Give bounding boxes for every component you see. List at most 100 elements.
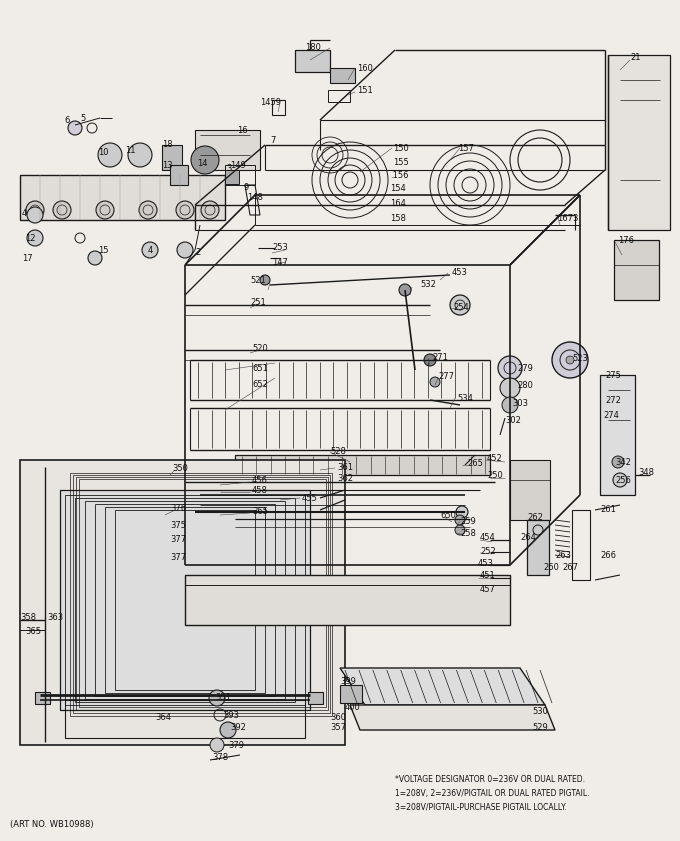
Text: 13: 13: [162, 161, 173, 170]
Text: 3: 3: [226, 163, 231, 172]
Bar: [340, 685, 362, 703]
Text: 148: 148: [247, 193, 263, 202]
Text: 392: 392: [230, 723, 246, 733]
Bar: [510, 460, 550, 520]
Circle shape: [68, 121, 82, 135]
Text: 528: 528: [330, 447, 346, 456]
Text: (ART NO. WB10988): (ART NO. WB10988): [10, 820, 94, 829]
Text: 157: 157: [458, 144, 474, 152]
Text: 277: 277: [438, 372, 454, 380]
Circle shape: [456, 506, 468, 518]
Text: 364: 364: [155, 712, 171, 722]
Bar: [78, 479, 326, 706]
Circle shape: [27, 230, 43, 246]
Text: 393: 393: [223, 711, 239, 720]
Bar: [115, 510, 255, 690]
Text: 264: 264: [520, 533, 536, 542]
Circle shape: [201, 201, 219, 219]
Bar: [308, 692, 323, 704]
Circle shape: [191, 146, 219, 174]
Text: 260: 260: [543, 563, 559, 573]
Bar: [105, 507, 265, 693]
Circle shape: [502, 397, 518, 413]
Circle shape: [552, 342, 588, 378]
Text: 261: 261: [600, 505, 616, 515]
Text: 180: 180: [305, 43, 321, 51]
Bar: [185, 575, 510, 625]
Text: 534: 534: [457, 394, 473, 403]
Text: 15: 15: [98, 246, 109, 255]
Text: 377: 377: [170, 536, 186, 544]
Bar: [195, 130, 260, 170]
Circle shape: [142, 242, 158, 258]
Text: 265: 265: [467, 458, 483, 468]
Text: 151: 151: [357, 86, 373, 94]
Text: 350: 350: [172, 463, 188, 473]
Circle shape: [176, 201, 194, 219]
Text: 2: 2: [195, 247, 200, 257]
Text: 360: 360: [330, 713, 346, 722]
Text: 351: 351: [215, 692, 231, 701]
Text: 1459: 1459: [260, 98, 281, 107]
Text: 358: 358: [20, 613, 36, 622]
Text: 275: 275: [605, 371, 621, 379]
Text: 266: 266: [600, 551, 616, 559]
Text: 453: 453: [452, 267, 468, 277]
Text: 4: 4: [148, 246, 153, 255]
Text: 256: 256: [615, 475, 631, 484]
Text: 400: 400: [345, 702, 361, 711]
Text: 158: 158: [390, 214, 406, 223]
Polygon shape: [350, 705, 555, 730]
Circle shape: [613, 473, 627, 487]
Circle shape: [450, 295, 470, 315]
Bar: [95, 504, 275, 696]
Text: 176: 176: [618, 235, 634, 245]
Bar: [328, 90, 350, 102]
Text: 377: 377: [170, 553, 186, 563]
Polygon shape: [20, 175, 225, 220]
Text: 302: 302: [505, 415, 521, 425]
Bar: [69, 473, 332, 716]
Text: 458: 458: [252, 485, 268, 495]
Text: 650: 650: [440, 510, 456, 520]
Text: 362: 362: [337, 473, 353, 483]
Text: 160: 160: [357, 64, 373, 72]
Text: 651: 651: [252, 363, 268, 373]
Bar: [572, 510, 590, 580]
Text: 17: 17: [22, 253, 33, 262]
Text: 12: 12: [25, 234, 35, 242]
Bar: [65, 700, 305, 738]
Bar: [330, 68, 355, 83]
Text: 164: 164: [390, 198, 406, 208]
Text: 263: 263: [555, 551, 571, 559]
Text: 149: 149: [230, 161, 245, 170]
Text: 5: 5: [80, 114, 85, 123]
Text: 280: 280: [517, 380, 533, 389]
Text: 379: 379: [228, 740, 244, 749]
Circle shape: [139, 201, 157, 219]
Text: 399: 399: [340, 678, 356, 686]
Text: 272: 272: [605, 395, 621, 405]
Bar: [170, 165, 188, 185]
Bar: [608, 55, 670, 230]
Circle shape: [88, 251, 102, 265]
Text: 16: 16: [237, 125, 248, 135]
Text: 267: 267: [562, 563, 578, 572]
Text: 521: 521: [250, 276, 266, 284]
Text: 454: 454: [480, 533, 496, 542]
Text: 456: 456: [252, 475, 268, 484]
Text: 303: 303: [512, 399, 528, 408]
Circle shape: [498, 356, 522, 380]
Text: 254: 254: [453, 303, 469, 311]
Circle shape: [455, 515, 465, 525]
Text: 378: 378: [212, 754, 228, 763]
Bar: [614, 240, 659, 300]
Text: *VOLTAGE DESIGNATOR 0=236V OR DUAL RATED.: *VOLTAGE DESIGNATOR 0=236V OR DUAL RATED…: [395, 775, 585, 784]
Circle shape: [424, 354, 436, 366]
Circle shape: [500, 378, 520, 398]
Text: 279: 279: [517, 363, 533, 373]
Text: 11: 11: [125, 145, 135, 155]
Bar: [75, 498, 295, 702]
Circle shape: [612, 456, 624, 468]
Text: 530: 530: [532, 707, 548, 717]
